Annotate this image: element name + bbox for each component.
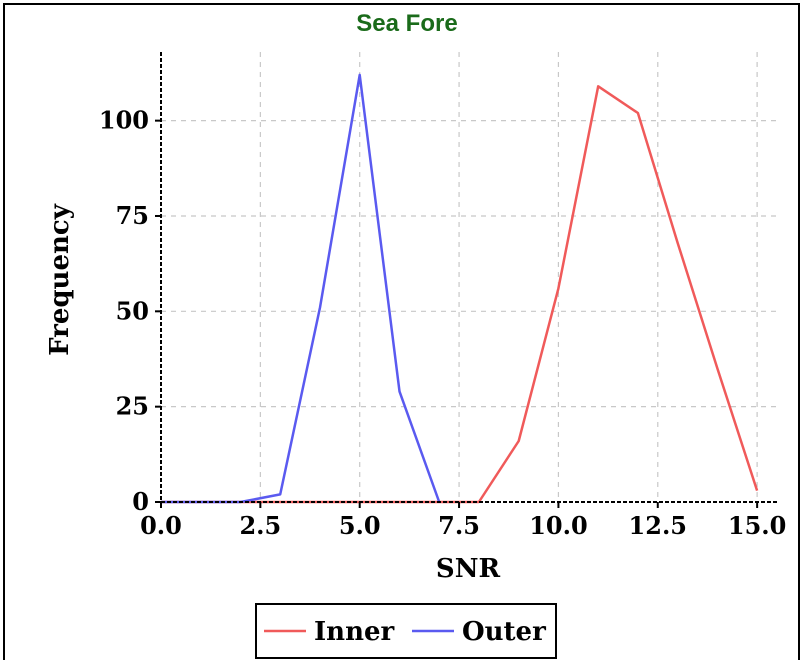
y-tick-label: 0 — [132, 487, 149, 516]
grid — [161, 52, 777, 502]
chart-title: Sea Fore — [356, 10, 457, 37]
chart-frame — [4, 4, 799, 660]
legend: Inner Outer — [256, 604, 556, 658]
legend-label-inner: Inner — [314, 617, 395, 647]
x-tick-label: 5.0 — [339, 511, 381, 540]
x-tick-label: 7.5 — [438, 511, 480, 540]
y-axis-label: Frequency — [45, 203, 75, 356]
x-tick-label: 2.5 — [239, 511, 281, 540]
legend-label-outer: Outer — [462, 617, 546, 647]
x-tick-label: 10.0 — [529, 511, 587, 540]
x-axis-label: SNR — [436, 554, 501, 584]
series-layer — [161, 75, 757, 502]
y-tick-label: 100 — [99, 106, 149, 135]
y-tick-label: 50 — [116, 296, 149, 325]
y-tick-label: 75 — [116, 201, 149, 230]
y-tick-label: 25 — [116, 392, 149, 421]
x-tick-label: 12.5 — [629, 511, 687, 540]
x-tick-label: 15.0 — [728, 511, 786, 540]
series-line-outer — [161, 75, 439, 502]
